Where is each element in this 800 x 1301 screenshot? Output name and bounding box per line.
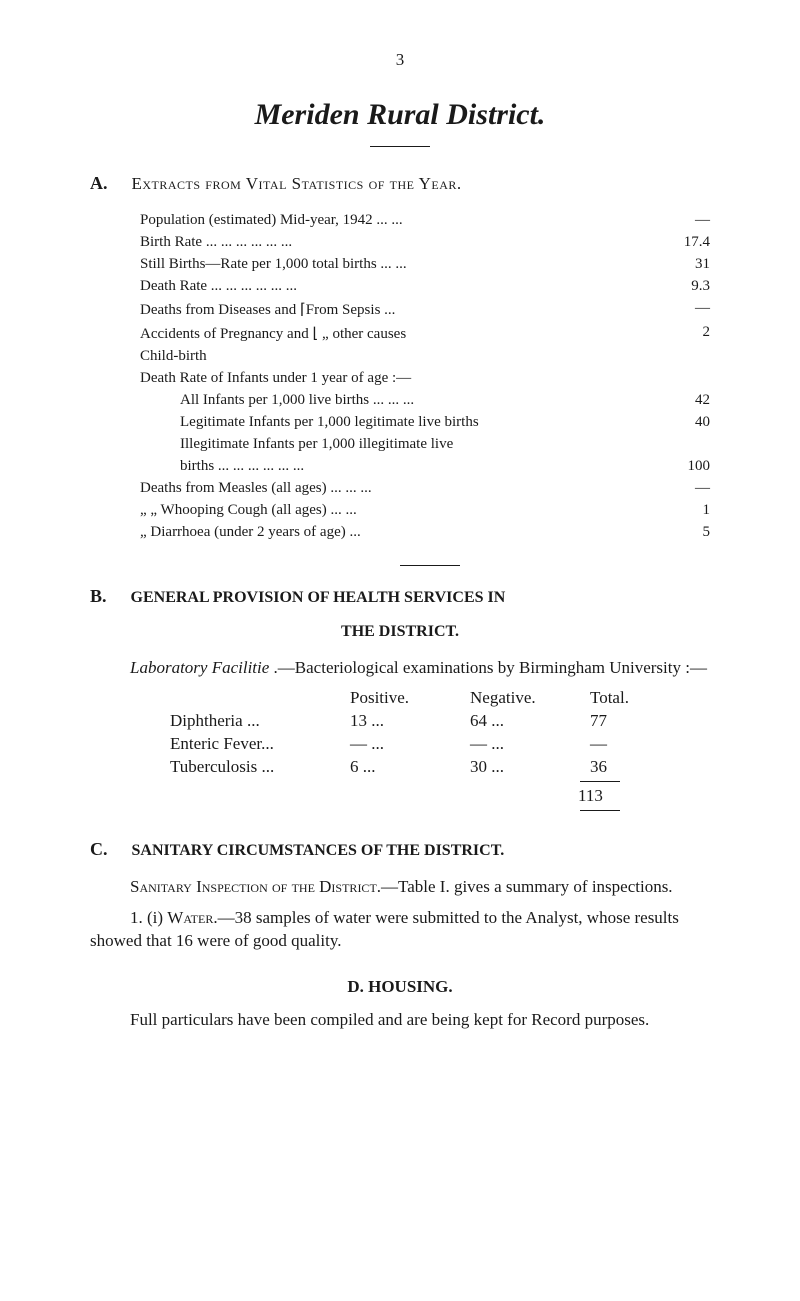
stat-row: Death Rate of Infants under 1 year of ag… — [90, 370, 710, 387]
section-a-title: Extracts from Vital Statistics of the Ye… — [132, 174, 462, 193]
section-b-title-line1: GENERAL PROVISION OF HEALTH SERVICES IN — [131, 589, 506, 606]
stat-row: All Infants per 1,000 live births ... ..… — [90, 392, 710, 409]
stat-value: — — [650, 480, 710, 497]
stat-value — [650, 436, 710, 453]
stat-label: „ Diarrhoea (under 2 years of age) ... — [140, 524, 650, 541]
section-d-para: Full particulars have been compiled and … — [90, 1009, 710, 1032]
table-cell-positive: 6 ... — [350, 757, 470, 777]
stat-value: 40 — [650, 414, 710, 431]
stat-label: Illegitimate Infants per 1,000 illegitim… — [180, 436, 650, 453]
section-c-letter: C. — [90, 839, 108, 859]
stat-value: 42 — [650, 392, 710, 409]
col-total-header: Total. — [590, 688, 670, 708]
stat-value: 17.4 — [650, 234, 710, 251]
total-line-bottom — [580, 810, 620, 811]
section-b-title-line2: THE DISTRICT. — [90, 623, 710, 641]
table-cell-total: — — [590, 734, 670, 754]
stat-label: Legitimate Infants per 1,000 legitimate … — [180, 414, 650, 431]
stat-value: 100 — [650, 458, 710, 475]
section-c-para2-caps: Water. — [167, 908, 217, 927]
stat-value: 31 — [650, 256, 710, 273]
table-cell-positive: 13 ... — [350, 711, 470, 731]
section-c-para1-caps: Sanitary Inspection of the District. — [130, 877, 381, 896]
col-negative-header: Negative. — [470, 688, 590, 708]
stat-label: Deaths from Diseases and ⌈From Sepsis ..… — [140, 300, 650, 319]
stat-value: 5 — [650, 524, 710, 541]
stat-row: „ Diarrhoea (under 2 years of age) ...5 — [90, 524, 710, 541]
section-c-para1: Sanitary Inspection of the District.—Tab… — [90, 876, 710, 899]
total-value: 113 — [578, 786, 710, 806]
section-b-intro-rest: .—Bacteriological examinations by Birmin… — [269, 658, 707, 677]
stat-row: Legitimate Infants per 1,000 legitimate … — [90, 414, 710, 431]
stat-row: Still Births—Rate per 1,000 total births… — [90, 256, 710, 273]
section-c-header: C. SANITARY CIRCUMSTANCES OF THE DISTRIC… — [90, 839, 710, 860]
table-cell-name: Tuberculosis ... — [170, 757, 350, 777]
stat-row: „ „ Whooping Cough (all ages) ... ...1 — [90, 502, 710, 519]
stat-label: Death Rate of Infants under 1 year of ag… — [140, 370, 650, 387]
section-d-title: D. HOUSING. — [90, 977, 710, 997]
stat-label: Child-birth — [140, 348, 650, 365]
stat-label: „ „ Whooping Cough (all ages) ... ... — [140, 502, 650, 519]
section-a-letter: A. — [90, 173, 108, 193]
section-b-intro-italic: Laboratory Facilitie — [130, 658, 269, 677]
title-underline — [370, 146, 430, 147]
table-cell-total: 36 — [590, 757, 670, 777]
table-row: Diphtheria ...13 ...64 ...77 — [170, 711, 710, 731]
table-cell-total: 77 — [590, 711, 670, 731]
stat-value: — — [650, 212, 710, 229]
stat-row: Accidents of Pregnancy and ⌊ „ other cau… — [90, 324, 710, 343]
section-divider-ab — [400, 565, 460, 566]
section-b-letter: B. — [90, 586, 107, 606]
table-cell-negative: — ... — [470, 734, 590, 754]
stat-label: All Infants per 1,000 live births ... ..… — [180, 392, 650, 409]
page-number: 3 — [90, 50, 710, 70]
table-cell-negative: 30 ... — [470, 757, 590, 777]
section-d: D. HOUSING. Full particulars have been c… — [90, 977, 710, 1032]
stat-row: Birth Rate ... ... ... ... ... ...17.4 — [90, 234, 710, 251]
stat-value: 9.3 — [650, 278, 710, 295]
stat-label: Still Births—Rate per 1,000 total births… — [140, 256, 650, 273]
stat-value — [650, 370, 710, 387]
stat-label: Birth Rate ... ... ... ... ... ... — [140, 234, 650, 251]
stat-value: — — [650, 300, 710, 319]
lab-table: Positive. Negative. Total. Diphtheria ..… — [170, 688, 710, 777]
stat-label: Death Rate ... ... ... ... ... ... — [140, 278, 650, 295]
section-c-title: SANITARY CIRCUMSTANCES OF THE DISTRICT. — [132, 842, 505, 859]
section-c-para2-prefix: 1. (i) — [130, 908, 167, 927]
section-a: A. Extracts from Vital Statistics of the… — [90, 173, 710, 541]
stat-value: 2 — [650, 324, 710, 343]
stat-value — [650, 348, 710, 365]
col-blank — [170, 688, 350, 708]
table-cell-negative: 64 ... — [470, 711, 590, 731]
stat-label: Accidents of Pregnancy and ⌊ „ other cau… — [140, 324, 650, 343]
stat-row: Child-birth — [90, 348, 710, 365]
stat-label: Population (estimated) Mid-year, 1942 ..… — [140, 212, 650, 229]
col-positive-header: Positive. — [350, 688, 470, 708]
main-title: Meriden Rural District. — [90, 98, 710, 132]
table-row: Enteric Fever...— ...— ...— — [170, 734, 710, 754]
stat-label: births ... ... ... ... ... ... — [180, 458, 650, 475]
total-line-top — [580, 781, 620, 782]
section-a-header: A. Extracts from Vital Statistics of the… — [90, 173, 710, 194]
stat-value: 1 — [650, 502, 710, 519]
section-c-para2: 1. (i) Water.—38 samples of water were s… — [90, 907, 710, 953]
table-header-row: Positive. Negative. Total. — [170, 688, 710, 708]
stat-row: Deaths from Diseases and ⌈From Sepsis ..… — [90, 300, 710, 319]
table-cell-name: Enteric Fever... — [170, 734, 350, 754]
stat-row: Death Rate ... ... ... ... ... ...9.3 — [90, 278, 710, 295]
stat-row: births ... ... ... ... ... ...100 — [90, 458, 710, 475]
section-b-header: B. GENERAL PROVISION OF HEALTH SERVICES … — [90, 586, 710, 607]
section-c: C. SANITARY CIRCUMSTANCES OF THE DISTRIC… — [90, 839, 710, 953]
stat-row: Deaths from Measles (all ages) ... ... .… — [90, 480, 710, 497]
section-c-para1-rest: —Table I. gives a summary of inspections… — [381, 877, 673, 896]
section-b-intro: Laboratory Facilitie .—Bacteriological e… — [90, 657, 710, 680]
section-b: B. GENERAL PROVISION OF HEALTH SERVICES … — [90, 586, 710, 811]
table-cell-positive: — ... — [350, 734, 470, 754]
stat-row: Illegitimate Infants per 1,000 illegitim… — [90, 436, 710, 453]
stat-row: Population (estimated) Mid-year, 1942 ..… — [90, 212, 710, 229]
stat-label: Deaths from Measles (all ages) ... ... .… — [140, 480, 650, 497]
table-cell-name: Diphtheria ... — [170, 711, 350, 731]
table-row: Tuberculosis ...6 ...30 ...36 — [170, 757, 710, 777]
